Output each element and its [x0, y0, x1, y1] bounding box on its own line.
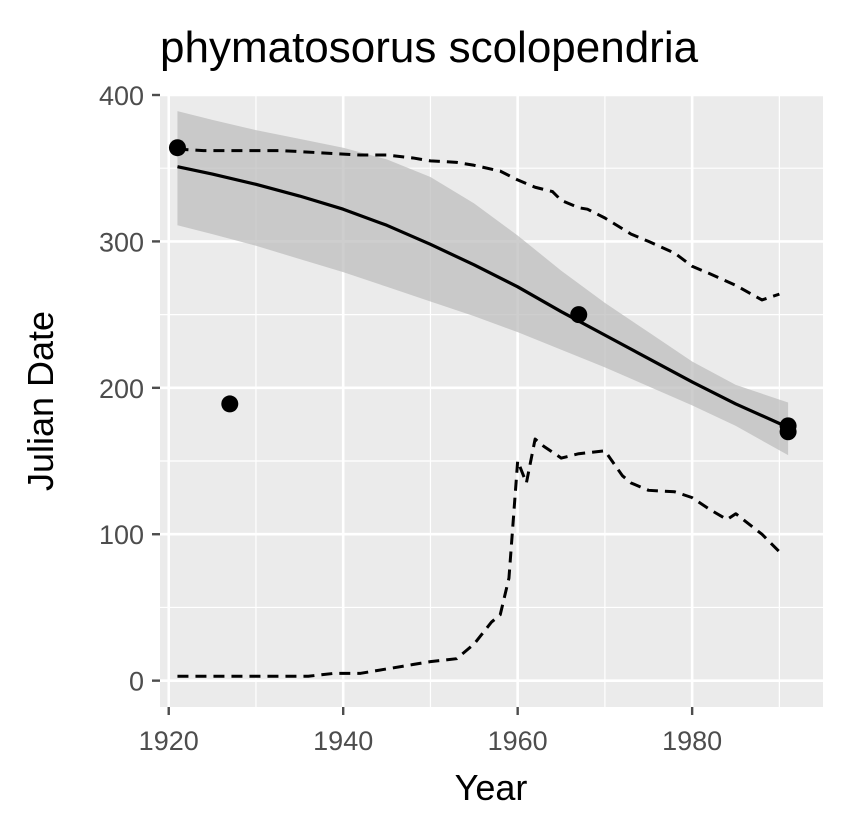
y-tick-label: 300 [99, 227, 144, 257]
point-layer [168, 139, 797, 441]
x-tick-label: 1980 [662, 726, 722, 756]
y-tick-label: 0 [129, 667, 144, 697]
line-layer [177, 147, 789, 678]
dashed-line-1 [177, 147, 780, 302]
x-tick-label: 1940 [313, 726, 373, 756]
x-axis: 1920 1940 1960 1980 [139, 707, 722, 756]
data-point [168, 139, 186, 157]
confidence-band [177, 111, 789, 456]
y-tick-label: 100 [99, 520, 144, 550]
x-tick-label: 1920 [139, 726, 199, 756]
x-tick-label: 1960 [488, 726, 548, 756]
band-layer [177, 111, 789, 456]
chart-title: phymatosorus scolopendria [160, 23, 699, 72]
data-point [779, 423, 797, 441]
y-axis-label: Julian Date [20, 311, 61, 491]
fit-line [177, 165, 789, 429]
x-axis-label: Year [455, 767, 528, 808]
data-point [570, 306, 588, 324]
dashed-line-2 [177, 437, 781, 678]
data-point [221, 395, 239, 413]
y-tick-label: 400 [99, 81, 144, 111]
y-axis: 0 100 200 300 400 [99, 81, 160, 697]
y-tick-label: 200 [99, 374, 144, 404]
